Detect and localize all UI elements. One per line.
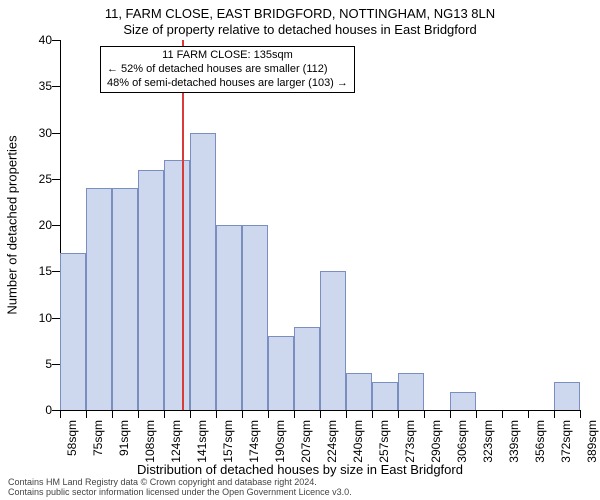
x-tick [528,410,529,418]
annotation-line3: 48% of semi-detached houses are larger (… [107,77,348,91]
x-tick-label: 372sqm [559,420,573,463]
x-tick-label: 157sqm [221,420,235,463]
histogram-bar [320,271,346,410]
histogram-bar [190,133,216,411]
chart-title-line1: 11, FARM CLOSE, EAST BRIDGFORD, NOTTINGH… [0,6,600,21]
x-tick [554,410,555,418]
x-tick-label: 58sqm [65,420,79,456]
x-tick-label: 190sqm [273,420,287,463]
x-tick [450,410,451,418]
histogram-bar [554,382,580,410]
x-tick-label: 339sqm [507,420,521,463]
x-tick-label: 273sqm [403,420,417,463]
x-tick-label: 108sqm [143,420,157,463]
x-tick-label: 323sqm [481,420,495,463]
annotation-line1: 11 FARM CLOSE: 135sqm [107,49,348,63]
y-tick-label: 5 [12,357,52,371]
histogram-bar [242,225,268,410]
x-tick [164,410,165,418]
y-tick-label: 30 [12,126,52,140]
histogram-bar [346,373,372,410]
x-tick [268,410,269,418]
histogram-bar [450,392,476,411]
x-tick [346,410,347,418]
x-tick [86,410,87,418]
x-tick [190,410,191,418]
x-tick-label: 224sqm [325,420,339,463]
histogram-bar [216,225,242,410]
histogram-bar [268,336,294,410]
histogram-bar [86,188,112,410]
x-tick-label: 257sqm [377,420,391,463]
y-tick [52,179,60,180]
x-tick [476,410,477,418]
histogram-bar [164,160,190,410]
histogram-bar [112,188,138,410]
chart-container: 11, FARM CLOSE, EAST BRIDGFORD, NOTTINGH… [0,0,600,500]
x-tick [60,410,61,418]
x-tick [242,410,243,418]
y-tick [52,225,60,226]
x-axis-label: Distribution of detached houses by size … [0,462,600,477]
x-tick [216,410,217,418]
histogram-bar [294,327,320,410]
plot-area: 11 FARM CLOSE: 135sqm ← 52% of detached … [60,40,580,410]
x-tick-label: 240sqm [351,420,365,463]
x-tick-label: 174sqm [247,420,261,463]
histogram-bar [398,373,424,410]
histogram-bar [372,382,398,410]
annotation-box: 11 FARM CLOSE: 135sqm ← 52% of detached … [100,46,355,93]
x-tick-label: 91sqm [117,420,131,456]
x-tick [398,410,399,418]
x-tick [372,410,373,418]
footer-line2: Contains public sector information licen… [8,488,352,498]
x-tick-label: 389sqm [585,420,599,463]
y-tick [52,40,60,41]
y-tick [52,364,60,365]
x-tick [580,410,581,418]
y-tick [52,86,60,87]
y-tick [52,133,60,134]
footer-attribution: Contains HM Land Registry data © Crown c… [8,478,352,498]
x-tick [320,410,321,418]
y-tick-label: 25 [12,172,52,186]
chart-title-line2: Size of property relative to detached ho… [0,22,600,37]
y-tick-label: 35 [12,79,52,93]
x-tick-label: 207sqm [299,420,313,463]
y-tick [52,318,60,319]
y-tick-label: 10 [12,311,52,325]
y-tick-label: 15 [12,264,52,278]
x-tick [294,410,295,418]
histogram-bar [138,170,164,411]
y-tick-label: 40 [12,33,52,47]
x-tick-label: 141sqm [195,420,209,463]
x-tick [138,410,139,418]
reference-line [182,40,184,410]
x-tick-label: 356sqm [533,420,547,463]
y-tick-label: 20 [12,218,52,232]
y-tick [52,271,60,272]
x-tick [424,410,425,418]
y-tick [52,410,60,411]
annotation-line2: ← 52% of detached houses are smaller (11… [107,63,348,77]
x-tick [112,410,113,418]
histogram-bar [60,253,86,410]
x-tick-label: 124sqm [169,420,183,463]
x-tick-label: 306sqm [455,420,469,463]
y-tick-label: 0 [12,403,52,417]
x-tick-label: 75sqm [91,420,105,456]
x-tick-label: 290sqm [429,420,443,463]
x-tick [502,410,503,418]
